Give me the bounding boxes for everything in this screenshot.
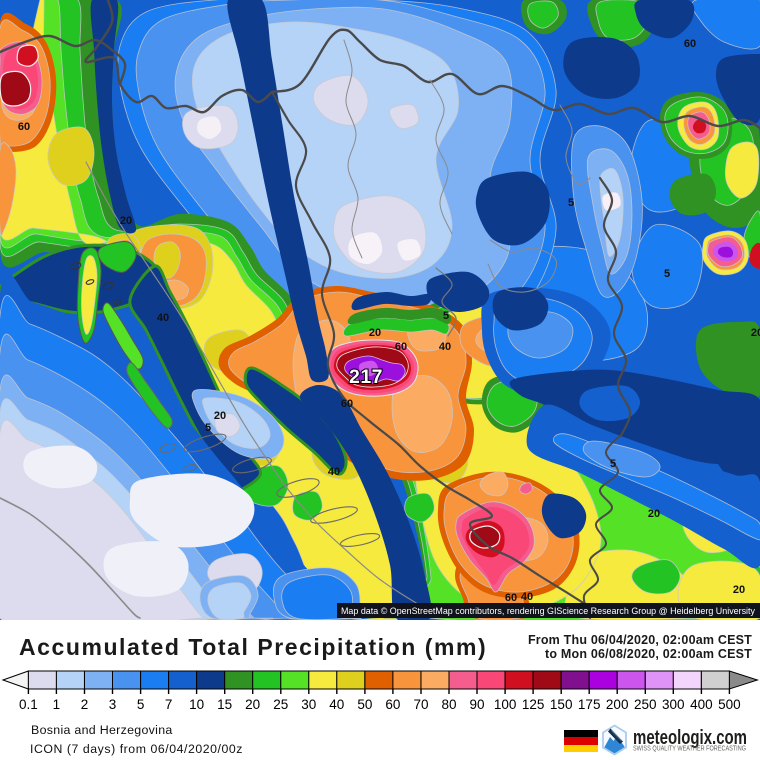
svg-text:175: 175 (578, 697, 601, 712)
svg-text:20: 20 (733, 584, 745, 596)
svg-text:60: 60 (18, 121, 30, 133)
svg-text:60: 60 (395, 341, 407, 353)
svg-text:60: 60 (341, 398, 353, 410)
svg-text:2: 2 (81, 697, 89, 712)
svg-text:50: 50 (357, 697, 372, 712)
svg-text:40: 40 (521, 591, 533, 603)
svg-text:100: 100 (494, 697, 517, 712)
svg-text:60: 60 (684, 38, 696, 50)
svg-text:30: 30 (301, 697, 316, 712)
svg-text:20: 20 (245, 697, 260, 712)
svg-text:7: 7 (165, 697, 173, 712)
svg-text:SWISS QUALITY WEATHER FORECAST: SWISS QUALITY WEATHER FORECASTING (633, 744, 746, 753)
svg-text:250: 250 (634, 697, 657, 712)
svg-text:5: 5 (664, 268, 670, 280)
svg-text:20: 20 (369, 327, 381, 339)
svg-text:217: 217 (349, 366, 383, 388)
svg-text:15: 15 (217, 697, 232, 712)
svg-text:40: 40 (157, 312, 169, 324)
svg-text:20: 20 (120, 215, 132, 227)
svg-text:meteologix.com: meteologix.com (633, 726, 747, 749)
svg-text:Map data © OpenStreetMap contr: Map data © OpenStreetMap contributors, r… (341, 605, 755, 616)
svg-text:1: 1 (53, 697, 61, 712)
svg-text:5: 5 (610, 458, 616, 470)
svg-text:0.1: 0.1 (19, 697, 38, 712)
svg-text:60: 60 (505, 592, 517, 604)
svg-text:70: 70 (413, 697, 428, 712)
svg-text:5: 5 (205, 422, 211, 434)
svg-text:125: 125 (522, 697, 545, 712)
svg-text:90: 90 (469, 697, 484, 712)
svg-text:20: 20 (648, 508, 660, 520)
svg-text:5: 5 (137, 697, 145, 712)
svg-text:200: 200 (606, 697, 629, 712)
svg-text:500: 500 (718, 697, 741, 712)
svg-text:3: 3 (109, 697, 117, 712)
svg-text:400: 400 (690, 697, 713, 712)
svg-text:80: 80 (441, 697, 456, 712)
svg-text:5: 5 (443, 310, 449, 322)
svg-text:40: 40 (329, 697, 344, 712)
svg-text:10: 10 (189, 697, 204, 712)
svg-text:300: 300 (662, 697, 685, 712)
svg-text:40: 40 (439, 341, 451, 353)
svg-text:60: 60 (385, 697, 400, 712)
svg-text:150: 150 (550, 697, 573, 712)
svg-text:40: 40 (328, 466, 340, 478)
svg-text:20: 20 (751, 327, 760, 339)
svg-text:20: 20 (214, 410, 226, 422)
svg-text:25: 25 (273, 697, 288, 712)
svg-text:5: 5 (568, 197, 574, 209)
